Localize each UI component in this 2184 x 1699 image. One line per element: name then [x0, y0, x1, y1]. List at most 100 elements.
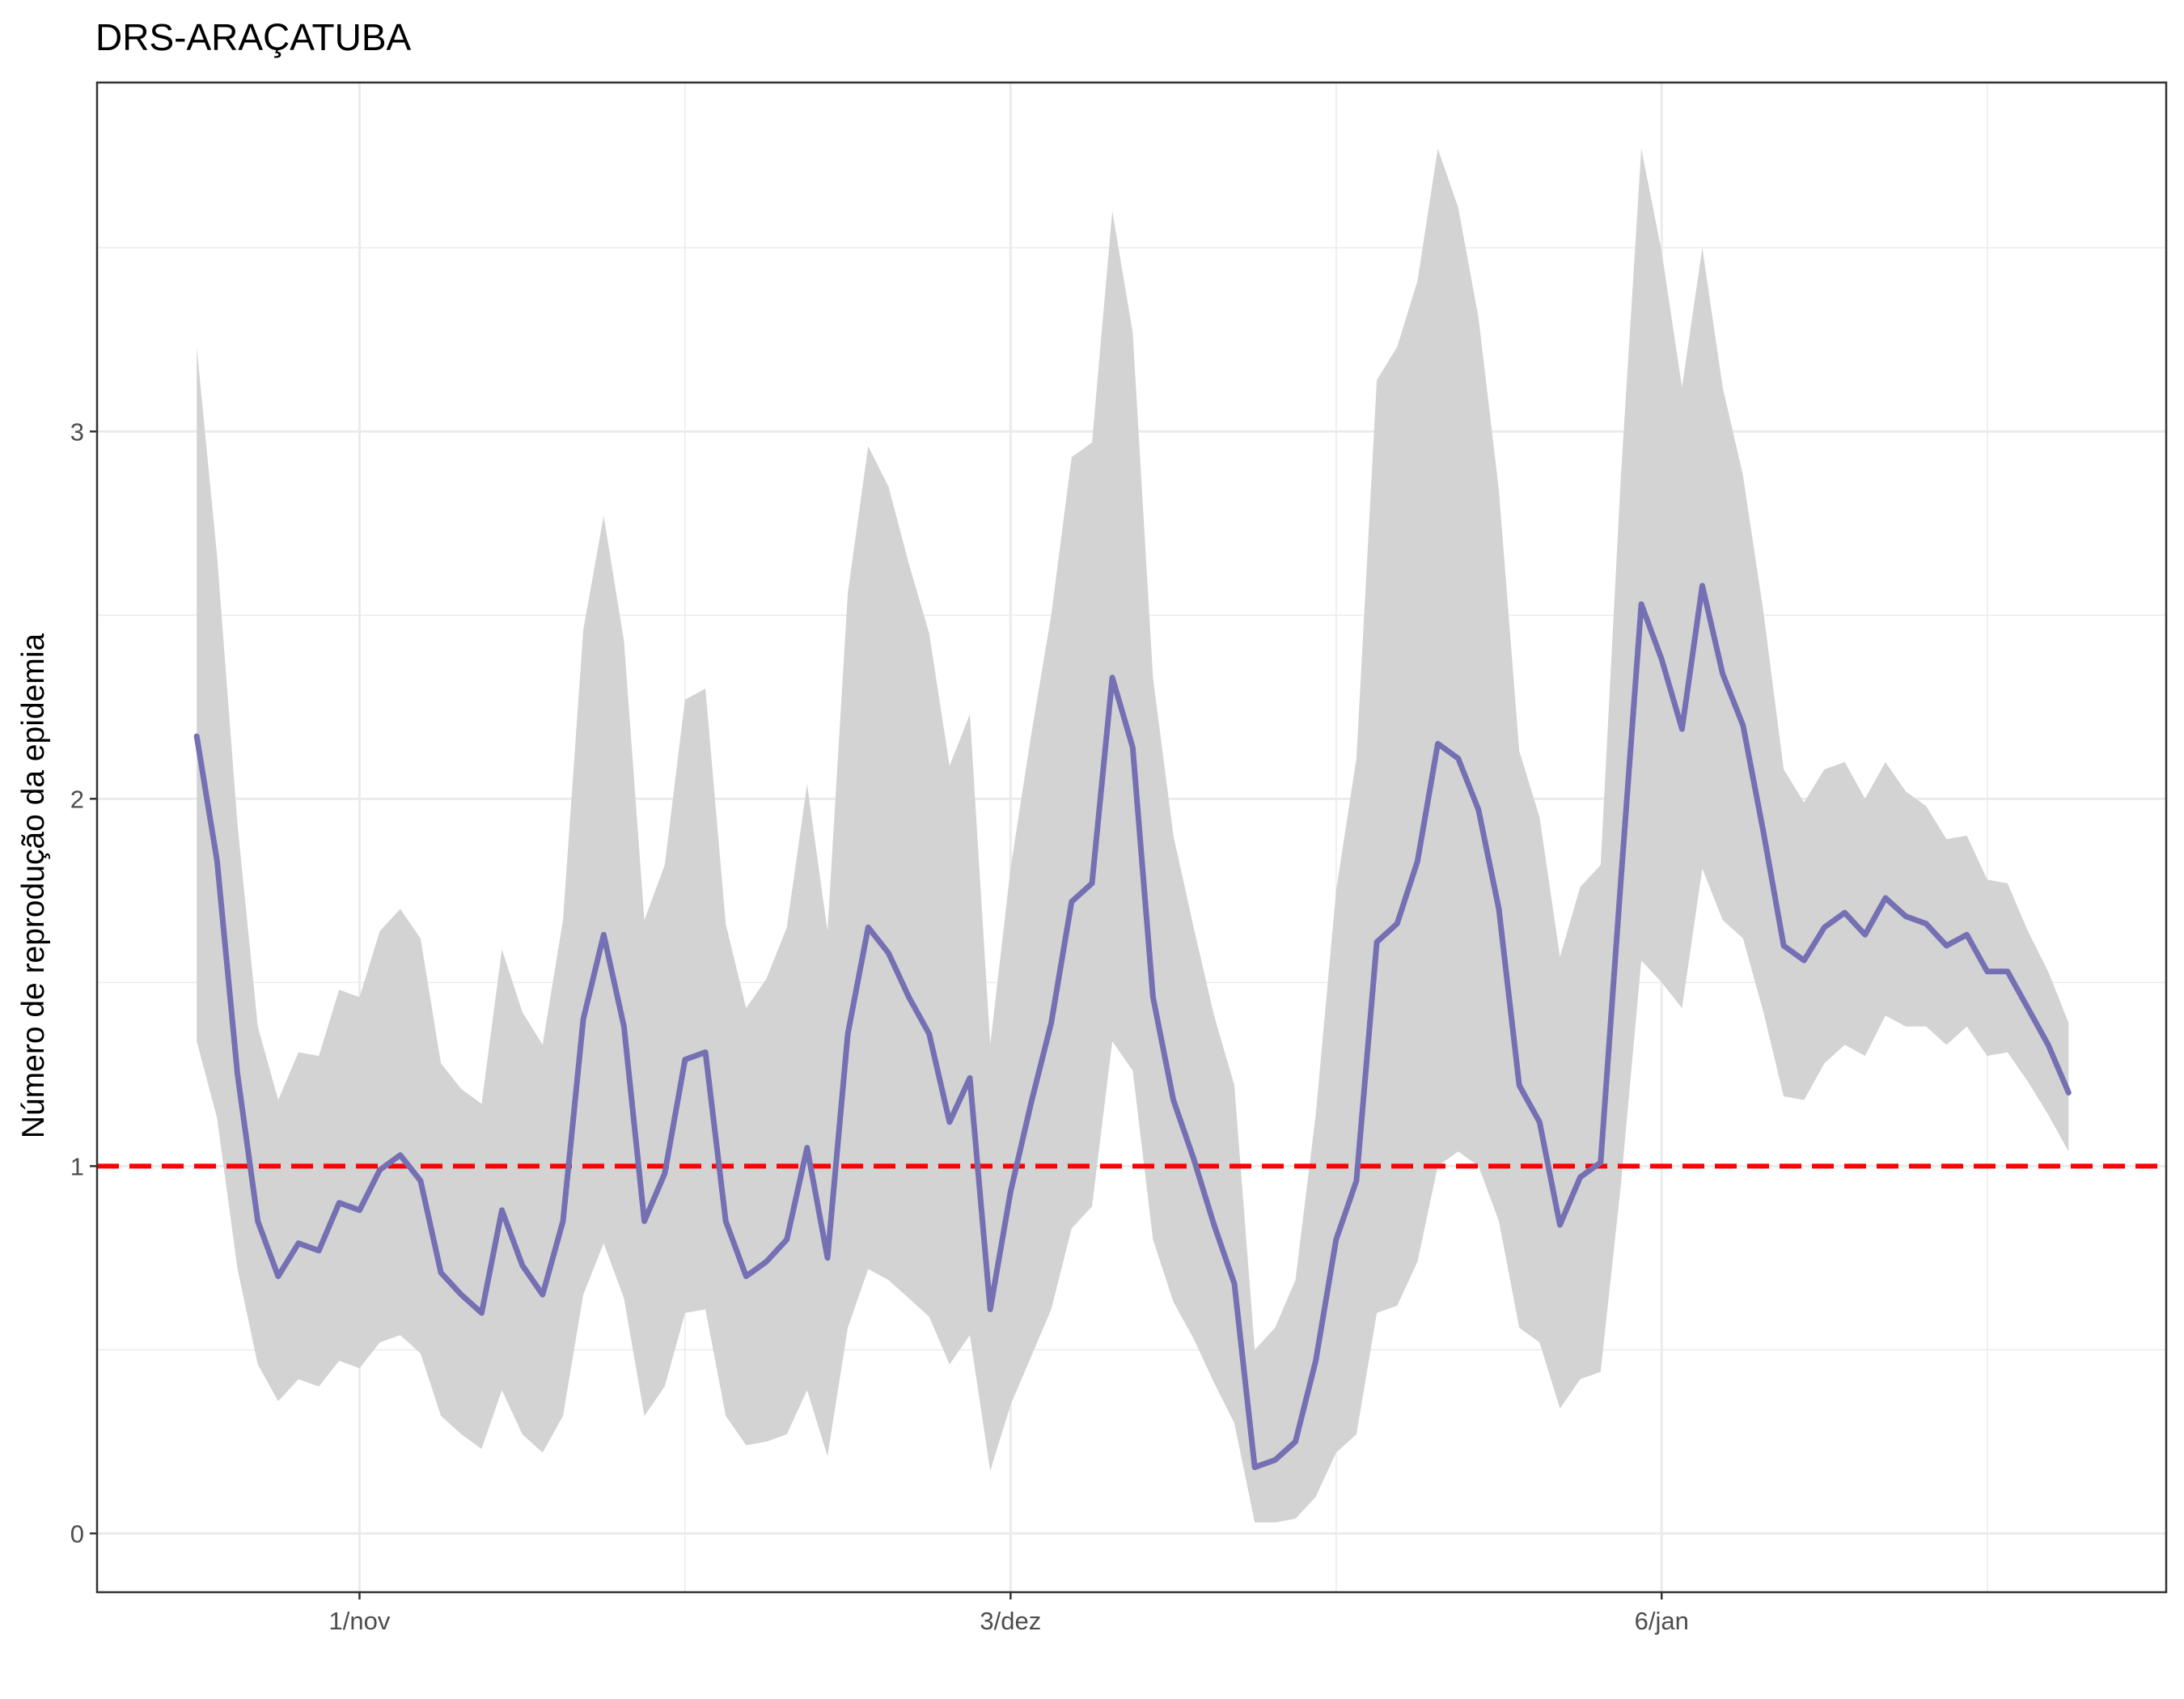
series-point: [621, 1023, 627, 1029]
series-point: [1293, 1438, 1298, 1444]
series-point: [1110, 675, 1115, 680]
series-point: [682, 1057, 688, 1062]
series-point: [1272, 1457, 1278, 1463]
series-point: [1435, 741, 1441, 747]
series-point: [459, 1292, 464, 1298]
panel-border: [95, 81, 2168, 1594]
series-point: [601, 932, 607, 938]
series-point: [1008, 1189, 1014, 1195]
series-point: [1822, 925, 1827, 930]
series-point: [866, 925, 871, 930]
series-point: [357, 1207, 362, 1213]
series-point: [1740, 722, 1746, 728]
series-point: [296, 1240, 302, 1246]
series-point: [581, 1016, 586, 1022]
series-point: [1353, 1178, 1359, 1184]
series-point: [1639, 601, 1644, 607]
y-tick-label: 2: [70, 785, 84, 813]
series-point: [988, 1307, 993, 1312]
series-point: [1903, 913, 1909, 919]
series-point: [1964, 932, 1970, 938]
series-point: [417, 1178, 423, 1184]
series-point: [1048, 1020, 1054, 1026]
series-point: [1232, 1281, 1238, 1286]
series-point: [1150, 994, 1156, 1000]
series-point: [967, 1075, 973, 1081]
series-point: [561, 1218, 566, 1224]
series-point: [804, 1145, 810, 1150]
y-axis: 0 1 2 3: [70, 417, 97, 1548]
series-point: [641, 1218, 647, 1224]
series-point: [1028, 1101, 1034, 1107]
series-point: [1496, 906, 1502, 912]
series-point: [235, 1071, 240, 1077]
series-point: [703, 1049, 709, 1055]
series-point: [743, 1273, 749, 1279]
series-point: [886, 951, 891, 956]
series-point: [1924, 921, 1929, 926]
series-point: [1170, 1097, 1176, 1103]
series-point: [1699, 583, 1705, 589]
series-point: [1313, 1358, 1318, 1364]
series-point: [316, 1248, 322, 1253]
x-tick-label: 3/dez: [980, 1607, 1041, 1635]
series-point: [2025, 1006, 2031, 1011]
series-point: [946, 1119, 952, 1125]
series-point: [1557, 1222, 1563, 1228]
series-point: [1395, 921, 1400, 926]
chart-title: DRS-ARAÇATUBA: [95, 16, 412, 58]
series-point: [377, 1167, 383, 1172]
series-point: [2046, 1042, 2051, 1048]
series-point: [1598, 1159, 1603, 1165]
series-point: [1984, 968, 1990, 974]
series-point: [1069, 899, 1074, 905]
series-point: [1882, 895, 1888, 900]
series-point: [1577, 1175, 1583, 1180]
series-point: [1130, 744, 1136, 750]
series-point: [519, 1262, 525, 1268]
series-line: [193, 583, 2072, 1471]
series-point: [1618, 877, 1623, 883]
series-point: [479, 1310, 485, 1316]
x-tick-label: 1/nov: [329, 1607, 391, 1635]
series-point: [1842, 910, 1848, 916]
series-point: [1333, 1237, 1339, 1243]
series-point: [438, 1270, 444, 1276]
series-point: [1415, 858, 1420, 864]
series-point: [214, 858, 220, 864]
series-point: [906, 994, 912, 1000]
series-point: [1090, 880, 1095, 886]
series-point: [1374, 939, 1380, 945]
series-point: [825, 1255, 831, 1260]
series-point: [1537, 1119, 1543, 1125]
series-point: [194, 734, 200, 739]
series-point: [275, 1273, 281, 1279]
series-point: [1455, 756, 1461, 761]
series-point: [499, 1207, 505, 1213]
series-point: [1211, 1222, 1217, 1228]
series-point: [2004, 968, 2010, 974]
series-point: [397, 1152, 403, 1158]
series-point: [1252, 1464, 1258, 1470]
y-tick-label: 3: [70, 417, 84, 446]
series-point: [540, 1292, 545, 1298]
series-point: [1720, 672, 1725, 677]
series-point: [1517, 1083, 1522, 1088]
series-point: [926, 1031, 932, 1036]
x-tick-label: 6/jan: [1635, 1607, 1689, 1635]
series-point: [1191, 1156, 1196, 1162]
y-axis-title: Número de reprodução da epidemia: [16, 633, 51, 1139]
series-point: [1944, 943, 1949, 948]
series-point: [784, 1237, 789, 1243]
series-point: [2066, 1090, 2072, 1095]
series-point: [662, 1171, 667, 1176]
series-point: [1801, 958, 1807, 964]
series-point: [255, 1218, 260, 1224]
series-point: [1475, 807, 1481, 812]
x-axis: 1/nov 3/dez 6/jan: [329, 1592, 1689, 1635]
series-point: [845, 1031, 851, 1036]
series-point: [1659, 656, 1665, 662]
series-point: [764, 1259, 769, 1265]
